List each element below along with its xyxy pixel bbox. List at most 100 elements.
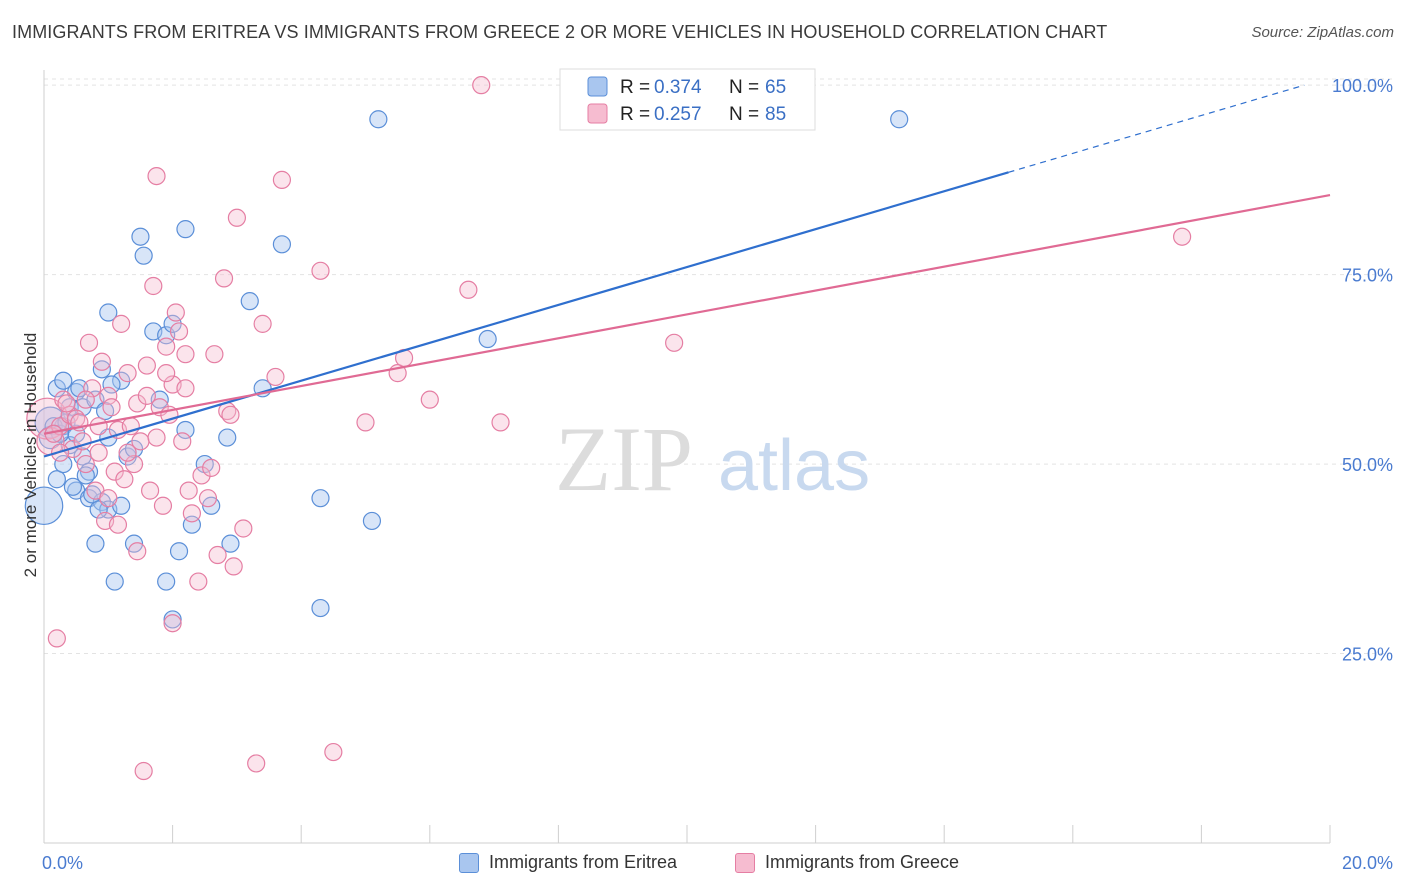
eritrea-point [221, 534, 240, 553]
eritrea-trend-extension [1008, 84, 1305, 173]
eritrea-point [105, 572, 124, 591]
greece-point [459, 280, 478, 299]
greece-trend-line [43, 193, 1331, 435]
greece-point [205, 345, 224, 364]
greece-point [472, 76, 491, 95]
greece-point [92, 352, 111, 371]
bottom-legend-eritrea: Immigrants from Eritrea [459, 852, 677, 873]
bottom-legend-greece: Immigrants from Greece [735, 852, 959, 873]
eritrea-point [176, 420, 195, 440]
eritrea-point [24, 486, 64, 526]
eritrea-point [54, 371, 73, 390]
eritrea-point [131, 227, 150, 246]
eritrea-point [112, 371, 131, 390]
greece-point [140, 481, 160, 500]
x-tick-label: 0.0% [42, 853, 83, 873]
greece-point [169, 322, 189, 341]
legend-swatch-eritrea [587, 76, 608, 97]
eritrea-point [478, 329, 497, 349]
greece-point [137, 356, 156, 375]
eritrea-point [311, 598, 330, 618]
greece-point [665, 333, 684, 352]
greece-point [134, 761, 153, 781]
greece-point [128, 394, 147, 413]
eritrea-point [176, 220, 195, 239]
greece-point [266, 367, 285, 387]
greece-point [47, 629, 66, 648]
eritrea-point [47, 470, 66, 489]
eritrea-point [169, 542, 189, 561]
eritrea-point [890, 110, 909, 129]
greece-point [356, 413, 375, 432]
greece-point [202, 458, 221, 477]
eritrea-point [157, 572, 176, 591]
y-tick-label: 25.0% [1342, 645, 1393, 665]
eritrea-point [86, 534, 105, 553]
greece-point [157, 337, 176, 356]
greece-point [112, 314, 131, 333]
greece-point [253, 314, 272, 333]
eritrea-point [369, 110, 388, 129]
legend-n-value-eritrea: 65 [765, 77, 786, 98]
series-greece-points [26, 76, 1192, 781]
greece-point [491, 413, 510, 432]
eritrea-point [47, 379, 66, 398]
greece-point [192, 466, 211, 485]
greece-point [144, 276, 163, 296]
bottom-legend-label-eritrea: Immigrants from Eritrea [489, 852, 678, 872]
greece-point [166, 303, 185, 322]
greece-point [157, 364, 176, 383]
bottom-legend-label-greece: Immigrants from Greece [765, 852, 960, 872]
y-tick-label: 100.0% [1332, 76, 1393, 96]
greece-point [108, 515, 128, 534]
chart-title: IMMIGRANTS FROM ERITREA VS IMMIGRANTS FR… [12, 22, 1108, 42]
eritrea-point [134, 246, 153, 265]
y-tick-label: 75.0% [1342, 266, 1393, 286]
eritrea-point [240, 292, 259, 311]
source-label: Source: ZipAtlas.com [1251, 24, 1394, 41]
legend-r-value-eritrea: 0.374 [654, 77, 702, 98]
axes [43, 70, 1331, 844]
greece-point [105, 462, 124, 481]
greece-point [173, 432, 192, 451]
greece-point [147, 428, 166, 447]
greece-point [311, 261, 330, 280]
series-eritrea-points [24, 110, 909, 629]
watermark: ZIP atlas [555, 408, 870, 510]
x-tick-label: 20.0% [1342, 853, 1393, 873]
greece-point [118, 443, 137, 462]
greece-point [153, 496, 173, 515]
watermark-zip: ZIP [555, 408, 693, 510]
greece-point [102, 398, 121, 417]
greece-point [189, 572, 208, 591]
eritrea-point [54, 454, 73, 474]
legend-r-label-eritrea: R = [620, 77, 650, 98]
greece-point [247, 754, 266, 773]
eritrea-point [311, 489, 330, 508]
eritrea-point [63, 477, 83, 496]
greece-point [83, 379, 102, 398]
stats-legend: R = 0.374 N = 65 R = 0.257 N = 85 [559, 68, 816, 131]
greece-point [221, 405, 240, 424]
trend-lines [43, 84, 1331, 458]
greece-point [137, 386, 156, 405]
legend-r-label-greece: R = [620, 104, 650, 125]
greece-point [128, 542, 147, 561]
greece-point [124, 454, 144, 474]
grid-lines [44, 78, 1395, 655]
legend-n-label-greece: N = [729, 104, 759, 125]
tick-labels: 25.0% 50.0% 75.0% 100.0% 0.0% 20.0% [42, 76, 1393, 873]
y-tick-label: 50.0% [1342, 455, 1393, 475]
watermark-atlas: atlas [718, 426, 870, 506]
greece-point [99, 489, 118, 508]
greece-point [182, 504, 201, 523]
greece-point [224, 557, 243, 576]
eritrea-point [99, 303, 118, 322]
legend-n-label-eritrea: N = [729, 77, 759, 98]
greece-point [214, 269, 234, 288]
greece-point [324, 742, 343, 762]
greece-point [163, 614, 182, 633]
greece-point [118, 364, 137, 383]
greece-point [234, 519, 253, 538]
